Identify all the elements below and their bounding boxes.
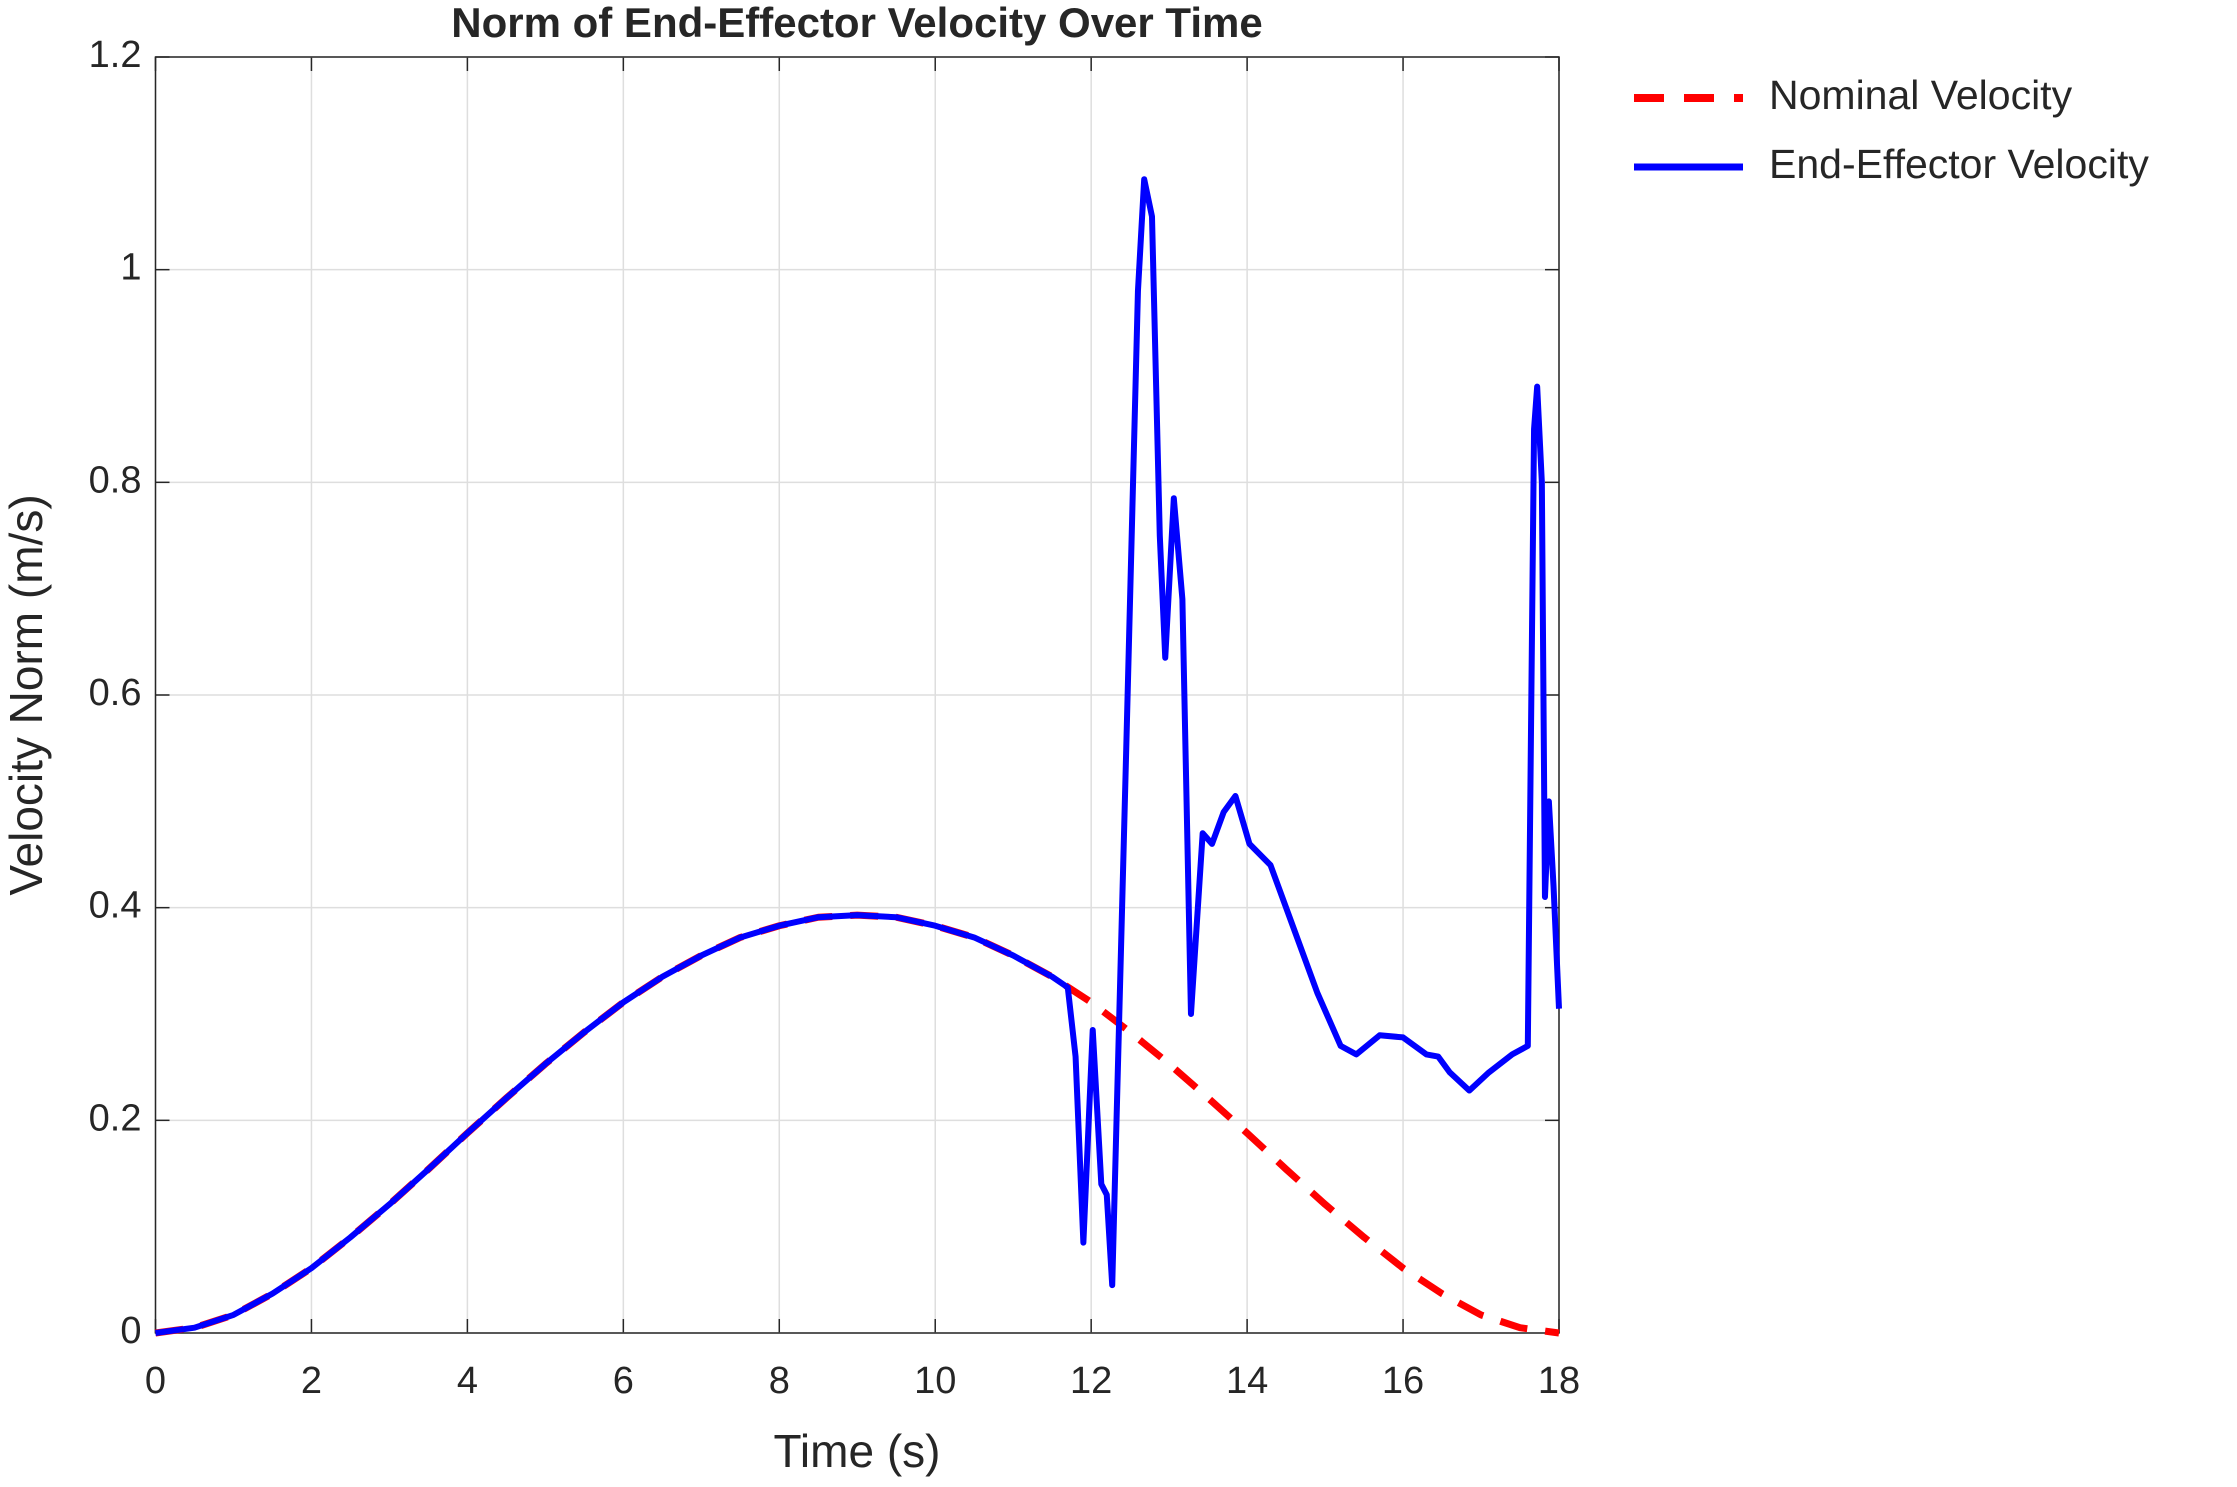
x-tick-label: 0 — [145, 1360, 166, 1402]
x-tick-label: 18 — [1538, 1360, 1580, 1402]
plot-frame — [154, 56, 1560, 1334]
y-tick-label: 0 — [120, 1310, 141, 1352]
x-tick-label: 10 — [914, 1360, 956, 1402]
legend: Nominal Velocity End-Effector Velocity — [1634, 72, 2149, 187]
y-axis-label: Velocity Norm (m/s) — [0, 494, 52, 895]
x-tick-label: 8 — [769, 1360, 790, 1402]
x-axis-label: Time (s) — [774, 1425, 941, 1477]
x-tick-label: 2 — [301, 1360, 322, 1402]
x-tick-label: 12 — [1070, 1360, 1112, 1402]
legend-label: End-Effector Velocity — [1769, 141, 2149, 187]
legend-label: Nominal Velocity — [1769, 72, 2073, 118]
x-tick-label: 16 — [1382, 1360, 1424, 1402]
chart-title: Norm of End-Effector Velocity Over Time — [451, 0, 1262, 46]
y-tick-label: 0.8 — [89, 459, 142, 501]
y-tick-label: 1 — [120, 247, 141, 289]
y-tick-label: 0.6 — [89, 672, 142, 714]
y-tick-label: 0.4 — [89, 885, 142, 927]
y-tick-label: 1.2 — [89, 34, 142, 76]
x-tick-label: 14 — [1226, 1360, 1268, 1402]
x-tick-label: 4 — [457, 1360, 478, 1402]
series-line — [155, 911, 1560, 1337]
series-line — [155, 176, 1562, 1336]
y-tick-label: 0.2 — [89, 1097, 142, 1139]
x-tick-label: 6 — [613, 1360, 634, 1402]
